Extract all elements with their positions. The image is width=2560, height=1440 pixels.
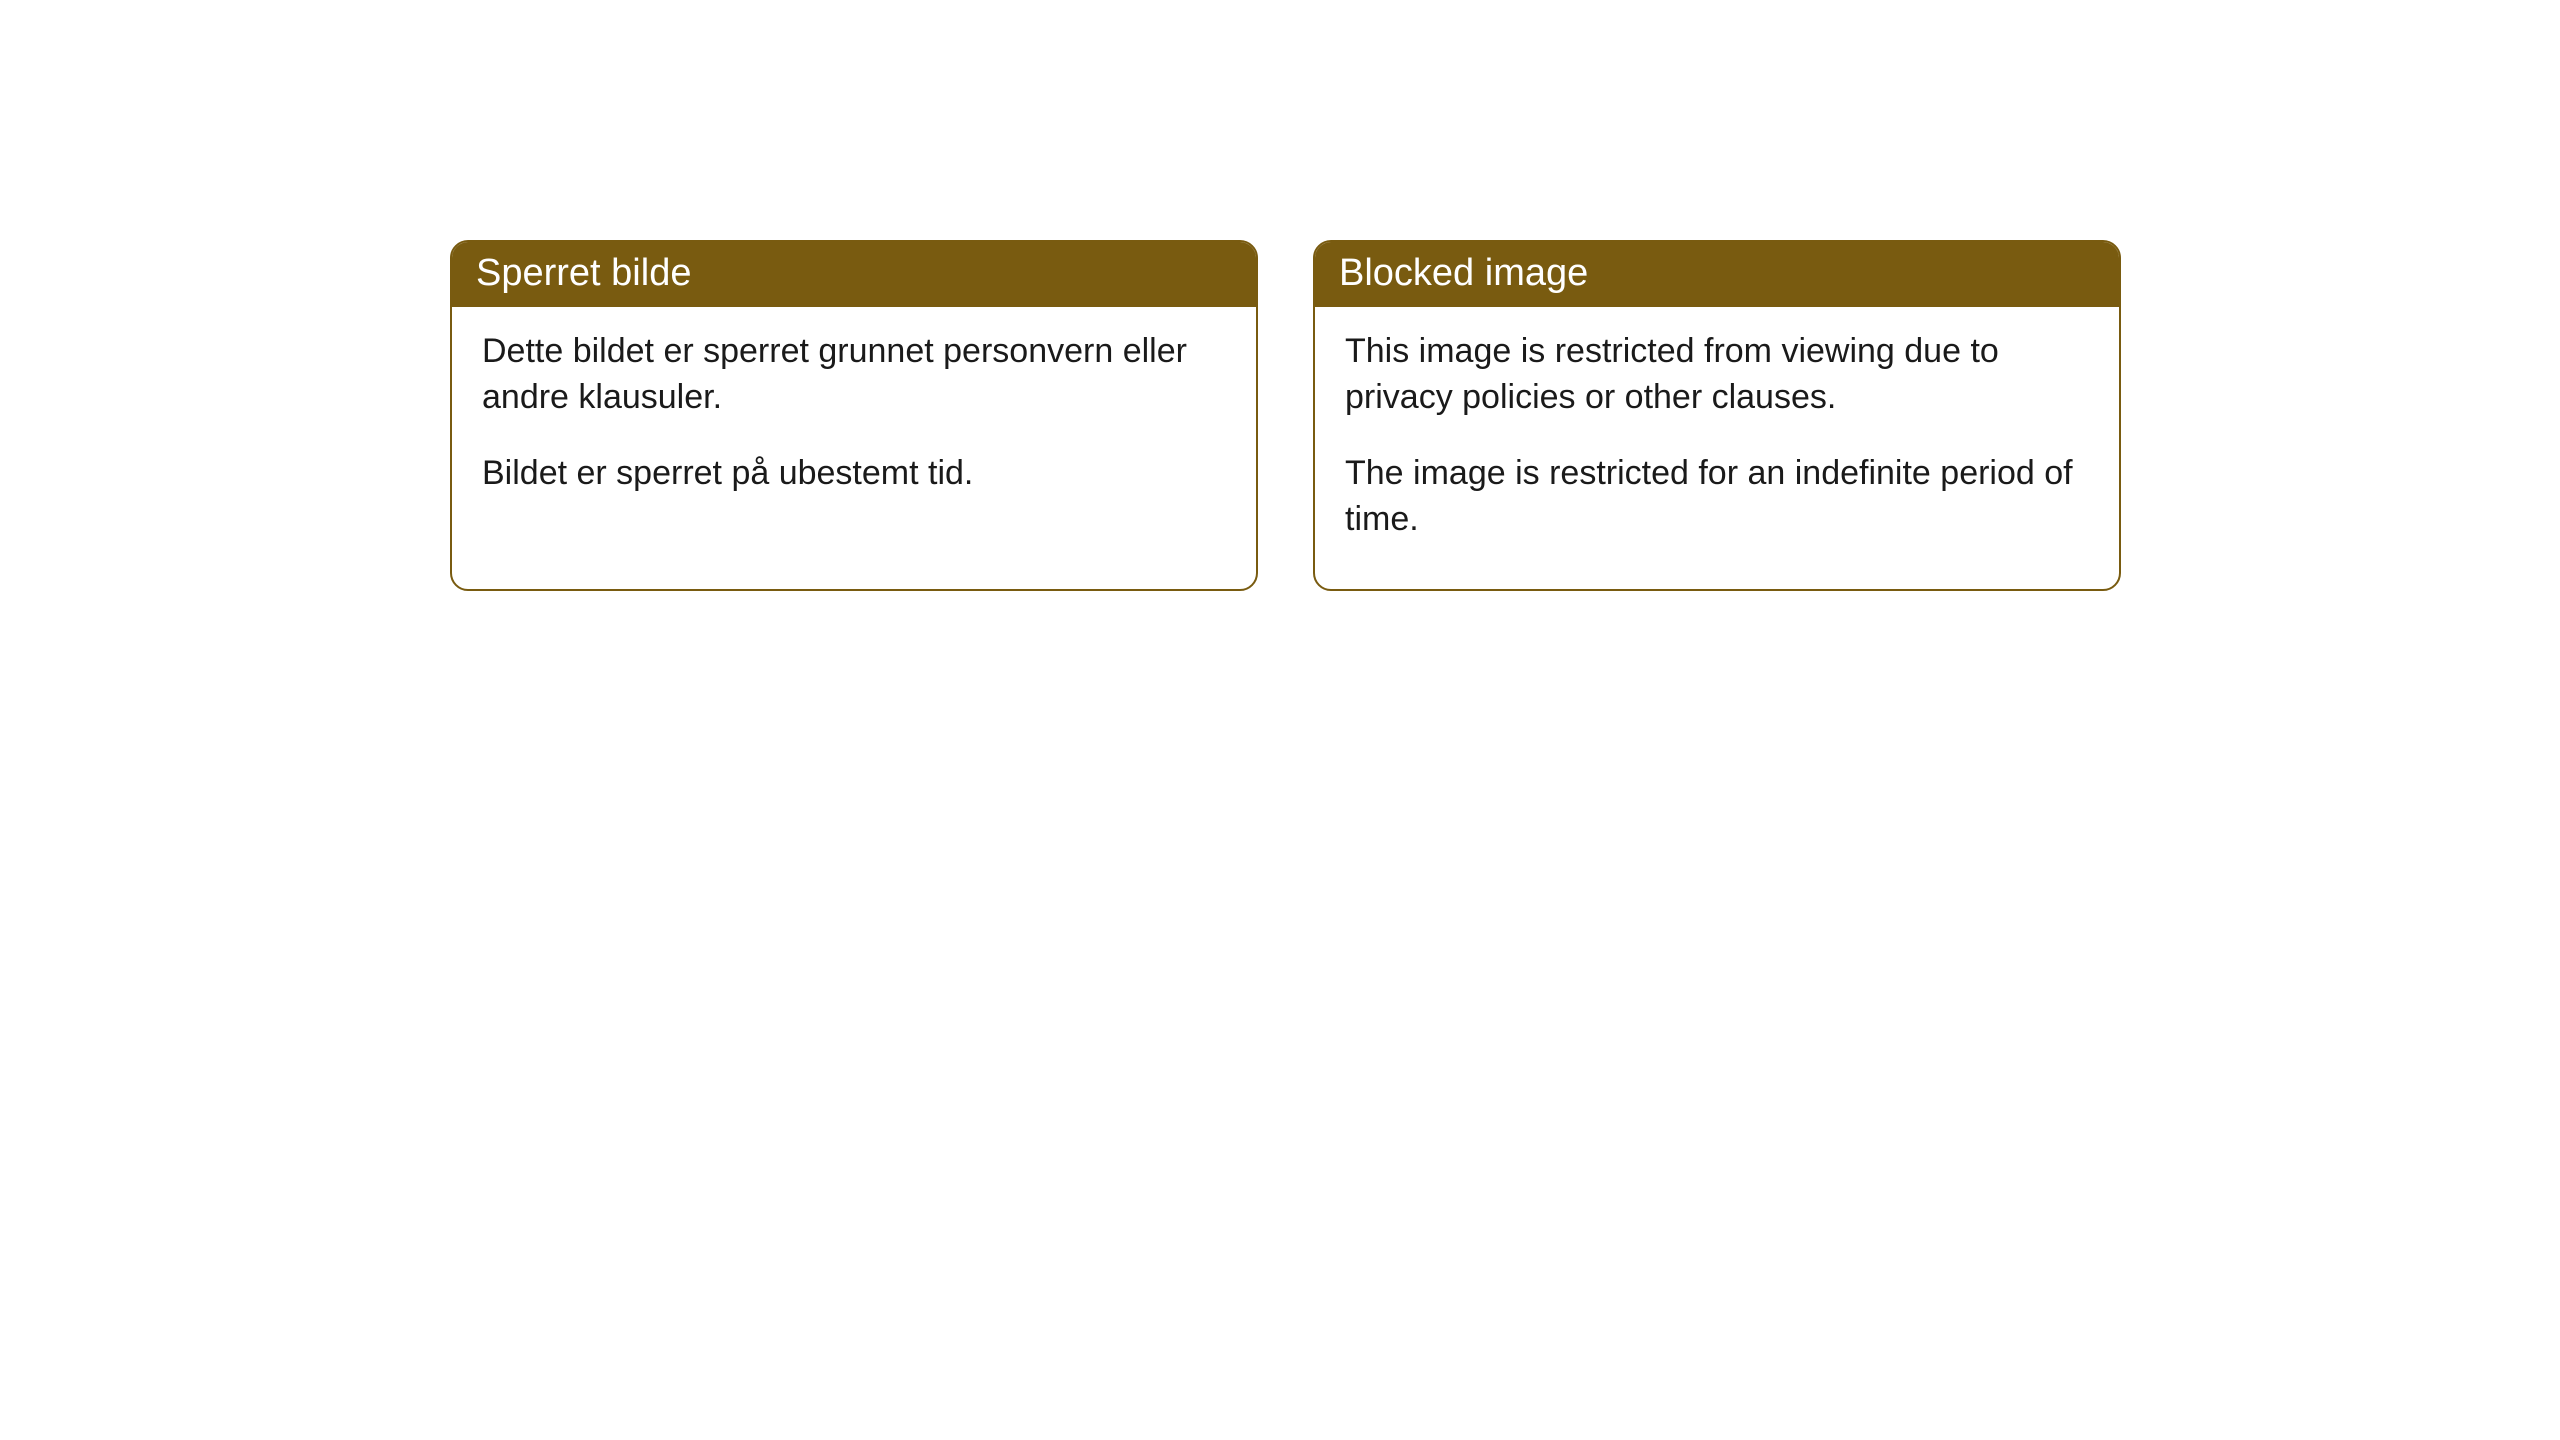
card-body: Dette bildet er sperret grunnet personve… xyxy=(452,307,1256,543)
card-paragraph: Bildet er sperret på ubestemt tid. xyxy=(482,451,1226,497)
card-paragraph: This image is restricted from viewing du… xyxy=(1345,329,2089,421)
card-title: Sperret bilde xyxy=(476,252,691,294)
card-header: Blocked image xyxy=(1315,242,2119,307)
card-header: Sperret bilde xyxy=(452,242,1256,307)
card-body: This image is restricted from viewing du… xyxy=(1315,307,2119,589)
card-title: Blocked image xyxy=(1339,252,1588,294)
card-paragraph: Dette bildet er sperret grunnet personve… xyxy=(482,329,1226,421)
notice-cards-container: Sperret bilde Dette bildet er sperret gr… xyxy=(450,240,2121,591)
notice-card-english: Blocked image This image is restricted f… xyxy=(1313,240,2121,591)
card-paragraph: The image is restricted for an indefinit… xyxy=(1345,451,2089,543)
notice-card-norwegian: Sperret bilde Dette bildet er sperret gr… xyxy=(450,240,1258,591)
